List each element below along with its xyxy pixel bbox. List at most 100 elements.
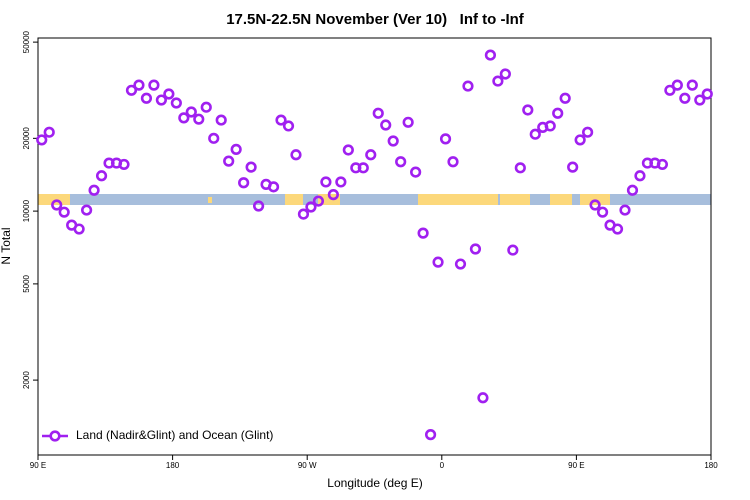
point <box>193 113 205 125</box>
chart-title: 17.5N-22.5N November (Ver 10) Inf to -In… <box>226 11 525 28</box>
point <box>454 258 467 270</box>
point <box>133 79 145 91</box>
point <box>140 92 153 104</box>
point <box>582 126 594 138</box>
point <box>200 101 212 113</box>
point <box>432 256 444 268</box>
point <box>170 97 182 109</box>
plot-frame <box>37 37 712 456</box>
point <box>320 176 332 188</box>
point <box>357 162 369 174</box>
x-tick-label: 90 E <box>30 461 46 470</box>
point <box>327 189 339 201</box>
point <box>626 184 639 196</box>
point <box>36 134 48 146</box>
y-axis-label: N Total <box>0 227 13 264</box>
point <box>51 199 63 211</box>
point <box>223 155 235 167</box>
point <box>372 107 384 119</box>
point <box>312 195 325 207</box>
x-tick-label: 90 W <box>298 461 317 470</box>
point <box>522 104 534 116</box>
point <box>185 106 197 118</box>
point <box>305 201 317 213</box>
point <box>178 112 190 124</box>
y-tick-label: 20000 <box>22 127 31 150</box>
x-tick-label: 90 E <box>568 461 584 470</box>
point <box>462 80 474 92</box>
point <box>596 206 609 218</box>
point <box>275 114 287 126</box>
point <box>477 392 489 404</box>
point <box>589 199 601 211</box>
point <box>245 161 257 173</box>
point <box>380 119 392 131</box>
point <box>155 94 167 106</box>
point <box>499 68 511 80</box>
point <box>619 204 631 216</box>
point <box>252 200 265 212</box>
point <box>215 114 227 126</box>
point <box>125 84 138 96</box>
point <box>88 184 100 196</box>
y-tick-label: 10000 <box>22 199 31 222</box>
x-tick-label: 180 <box>704 461 718 470</box>
point <box>410 166 422 178</box>
point <box>656 158 668 171</box>
point <box>507 244 519 256</box>
point <box>73 223 85 235</box>
x-tick-label: 0 <box>440 461 445 470</box>
point <box>447 156 459 168</box>
point <box>238 177 250 189</box>
point <box>402 116 414 128</box>
point <box>492 75 504 87</box>
point <box>559 92 571 104</box>
point <box>58 206 70 218</box>
point <box>163 88 175 100</box>
legend-marker <box>49 430 61 442</box>
point <box>679 92 691 104</box>
point <box>395 156 407 168</box>
point <box>484 49 497 61</box>
land-ocean-strip <box>38 194 711 205</box>
point <box>335 176 347 188</box>
point <box>611 223 624 235</box>
point <box>342 144 354 156</box>
point <box>365 149 377 161</box>
point <box>424 429 437 441</box>
point <box>544 120 556 132</box>
point <box>95 170 108 182</box>
point <box>686 79 698 91</box>
point <box>118 158 130 171</box>
point <box>282 120 295 132</box>
point <box>574 134 586 146</box>
point <box>417 227 429 239</box>
x-axis-label: Longitude (deg E) <box>327 476 422 490</box>
point <box>387 135 399 147</box>
point <box>290 149 302 161</box>
point <box>297 208 310 220</box>
y-tick-label: 50000 <box>22 30 31 53</box>
point <box>529 128 541 140</box>
point <box>469 243 482 255</box>
point <box>671 79 683 91</box>
point <box>634 170 646 182</box>
point <box>43 126 55 138</box>
point <box>267 181 280 193</box>
point <box>81 204 93 216</box>
point <box>148 79 160 91</box>
point <box>208 132 220 144</box>
x-tick-label: 180 <box>166 461 180 470</box>
y-tick-label: 2000 <box>22 371 31 389</box>
point <box>664 84 676 96</box>
point <box>694 94 706 106</box>
legend-label: Land (Nadir&Glint) and Ocean (Glint) <box>76 428 273 442</box>
point <box>439 133 452 145</box>
point <box>701 88 713 100</box>
point <box>514 162 526 174</box>
point <box>230 143 242 155</box>
point <box>567 161 579 173</box>
point <box>552 107 564 119</box>
y-tick-label: 5000 <box>22 274 31 292</box>
